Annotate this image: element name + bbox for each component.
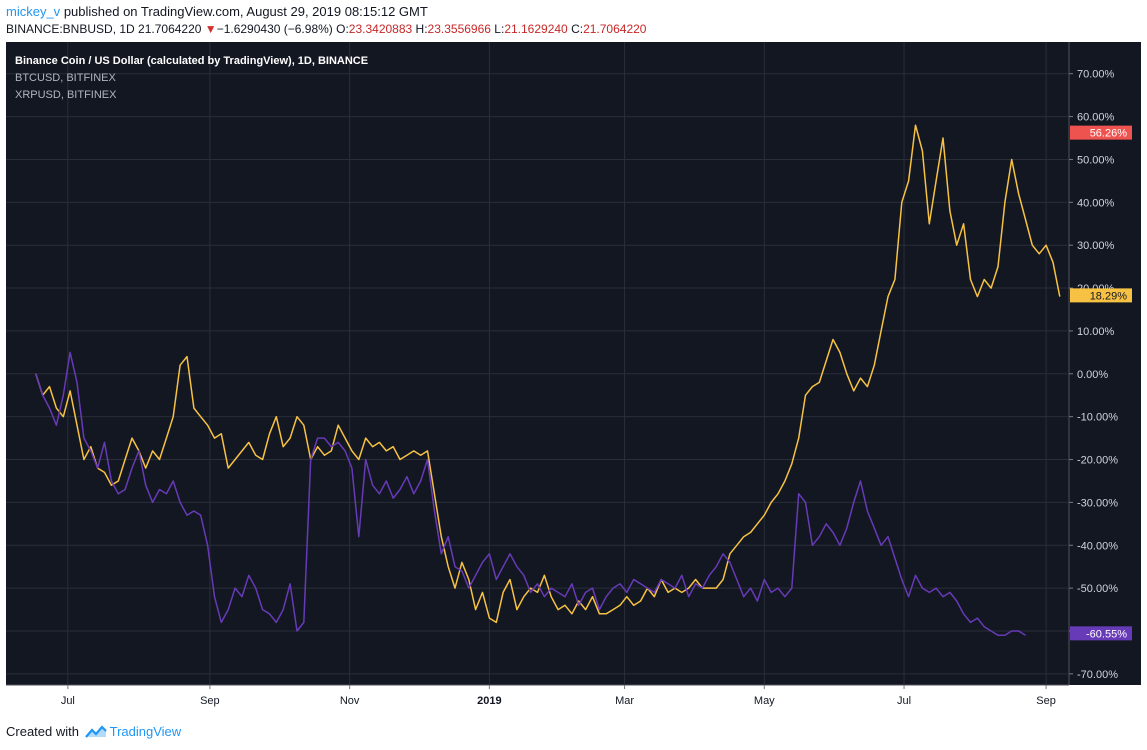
plot-area (6, 42, 1069, 685)
tradingview-logo-icon (84, 725, 107, 738)
y-tick-label: -20.00% (1077, 455, 1118, 467)
y-tick-label: -10.00% (1077, 412, 1118, 424)
x-tick-label: Sep (1036, 695, 1056, 707)
last-value-label: -60.55% (1086, 628, 1127, 640)
open-value: 23.3420883 (348, 22, 413, 36)
price-axis (1069, 42, 1141, 685)
y-tick-label: 10.00% (1077, 326, 1115, 338)
y-tick-label: 50.00% (1077, 154, 1115, 166)
created-with-text: Created with (6, 724, 79, 739)
close-value: 21.7064220 (583, 22, 647, 36)
symbol-name: BINANCE:BNBUSD, 1D (6, 22, 135, 36)
low-value: 21.1629240 (504, 22, 568, 36)
y-tick-label: 40.00% (1077, 197, 1115, 209)
y-tick-label: 60.00% (1077, 112, 1115, 124)
x-tick-label: Jul (61, 695, 75, 707)
publish-info: mickey_v published on TradingView.com, A… (6, 4, 428, 19)
y-tick-label: 0.00% (1077, 369, 1108, 381)
x-tick-label: Sep (200, 695, 220, 707)
y-tick-label: 30.00% (1077, 240, 1115, 252)
grid (6, 42, 1069, 685)
x-tick-label: Nov (340, 695, 360, 707)
x-tick-label: Mar (615, 695, 634, 707)
x-tick-label: Jul (897, 695, 911, 707)
legend-item: XRPUSD, BITFINEX (15, 89, 117, 101)
last-value-tag (1070, 626, 1132, 641)
legend-item: BTCUSD, BITFINEX (15, 72, 117, 84)
bnb-last-value-tag (1070, 125, 1132, 140)
last-price: 21.7064220 (138, 22, 202, 36)
y-tick-label: -30.00% (1077, 497, 1118, 509)
high-value: 23.3556966 (427, 22, 491, 36)
footer: Created with TradingView (6, 724, 181, 739)
high-label: H: (415, 22, 428, 36)
brand-name: TradingView (109, 724, 182, 739)
open-label: O: (336, 22, 349, 36)
tradingview-brand[interactable]: TradingView (84, 724, 182, 739)
down-arrow-icon: ▼ (204, 22, 217, 36)
bnb-last-value-label: 56.26% (1090, 128, 1128, 140)
publish-text: published on TradingView.com, August 29,… (63, 4, 428, 19)
series-line-xrpusd (35, 351, 1026, 637)
last-value-label: 18.29% (1090, 290, 1128, 302)
series-lines (35, 124, 1061, 637)
legend-item: Binance Coin / US Dollar (calculated by … (15, 55, 368, 67)
y-tick-label: -40.00% (1077, 540, 1118, 552)
close-label: C: (571, 22, 584, 36)
price-chart[interactable]: 70.00%60.00%50.00%40.00%30.00%20.00%10.0… (6, 42, 1141, 716)
y-tick-label: 70.00% (1077, 69, 1115, 81)
author-link[interactable]: mickey_v (6, 4, 61, 19)
low-label: L: (494, 22, 505, 36)
time-axis (6, 685, 1069, 716)
legend: Binance Coin / US Dollar (calculated by … (15, 55, 368, 101)
last-value-tag (1070, 288, 1132, 303)
x-axis: Jul Sep Nov 2019 Mar May Jul Sep (61, 685, 1056, 707)
x-tick-label: May (754, 695, 775, 707)
x-tick-label: 2019 (477, 695, 501, 707)
last-value-labels: 18.29% -60.55% 56.26% (1070, 125, 1132, 641)
series-line-btcusd (35, 124, 1061, 624)
price-change: −1.6290430 (−6.98%) (216, 22, 333, 36)
y-tick-label: -50.00% (1077, 583, 1118, 595)
y-tick-label: -70.00% (1077, 669, 1118, 681)
symbol-info: BINANCE:BNBUSD, 1D 21.7064220 ▼−1.629043… (6, 22, 646, 36)
